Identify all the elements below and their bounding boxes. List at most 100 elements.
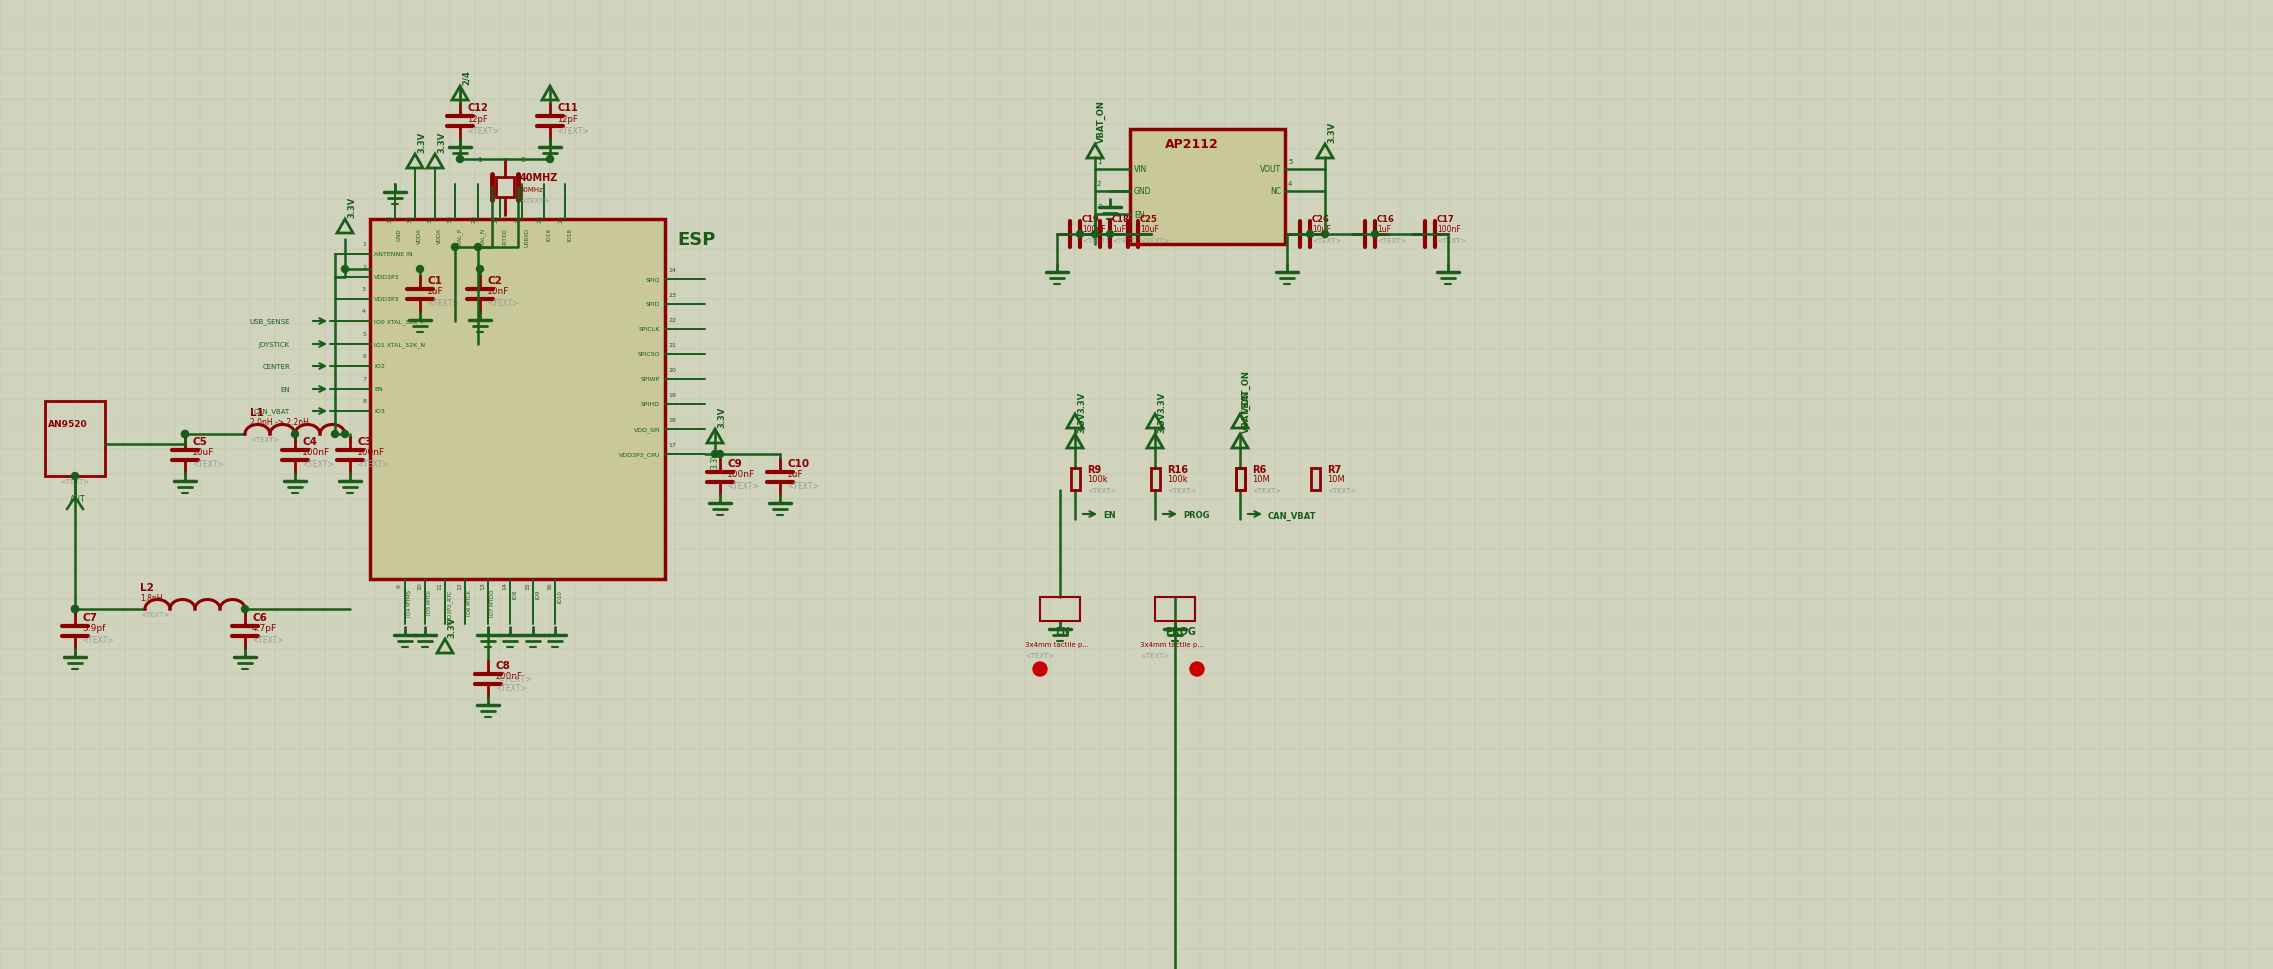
Bar [1041,597,1080,621]
Text: IO8: IO8 [511,589,516,599]
Text: C6: C6 [252,612,266,622]
Text: VBAT_ON: VBAT_ON [1241,370,1250,413]
Text: 3.3V: 3.3V [709,451,718,468]
Text: SPID: SPID [646,302,659,307]
Circle shape [332,431,339,438]
Text: 8: 8 [361,399,366,404]
Text: NC: NC [1271,187,1282,197]
Text: ANTENNE IN: ANTENNE IN [375,252,414,257]
Text: 3.3V: 3.3V [1077,411,1086,432]
Text: 19: 19 [668,393,675,398]
Text: 4.7pF: 4.7pF [252,624,277,633]
Text: 21: 21 [668,343,675,348]
Text: AN9520: AN9520 [48,421,89,429]
Text: 3: 3 [1098,203,1102,209]
Text: <TEXT>: <TEXT> [727,482,759,491]
Text: IO2: IO2 [375,364,384,369]
Text: C7: C7 [82,612,98,622]
Text: 3: 3 [521,157,525,163]
Text: <TEXT>: <TEXT> [82,636,114,644]
Text: SPIHD: SPIHD [641,402,659,407]
Text: 24: 24 [668,268,675,273]
Text: VIN: VIN [1134,166,1148,174]
Text: 2: 2 [1098,181,1102,187]
Circle shape [70,473,80,480]
Circle shape [1077,232,1084,238]
Text: 4: 4 [361,309,366,314]
Text: C11: C11 [557,103,577,112]
Text: 29: 29 [471,215,475,223]
Circle shape [70,606,80,612]
Text: 12: 12 [457,581,461,589]
Text: XTAL_P: XTAL_P [457,228,464,247]
Text: 11: 11 [436,581,441,589]
Text: <TEXT>: <TEXT> [496,684,527,693]
Text: 31: 31 [427,215,432,223]
Text: 5: 5 [1289,159,1293,165]
Text: VDD3P3: VDD3P3 [375,297,400,302]
Bar [1237,469,1246,490]
Text: C19: C19 [1082,214,1100,223]
Text: IO6 MTCK: IO6 MTCK [466,589,473,615]
Text: <TEXT>: <TEXT> [250,437,280,443]
Text: VDD3P3_CPU: VDD3P3_CPU [618,452,659,457]
Text: C16: C16 [1377,214,1396,223]
Text: VDD3P3_RTC: VDD3P3_RTC [448,589,452,625]
Text: L2: L2 [141,582,155,592]
Text: 3.3V: 3.3V [1157,411,1166,432]
Text: 100nF: 100nF [1082,225,1105,234]
Circle shape [182,431,189,438]
Text: 100nF: 100nF [727,470,755,479]
Text: USB_SENSE: USB_SENSE [250,318,291,325]
Text: VDDA: VDDA [416,228,423,243]
Text: C10: C10 [786,458,809,469]
Text: <TEXT>: <TEXT> [1327,487,1357,493]
Text: 3.3V: 3.3V [436,132,446,153]
Text: JOYSTICK: JOYSTICK [259,342,291,348]
Text: 4: 4 [1289,181,1293,187]
Text: 1uF: 1uF [786,470,805,479]
Text: <TEXT>: <TEXT> [1377,237,1407,244]
Circle shape [546,156,555,164]
Text: <TEXT>: <TEXT> [786,482,818,491]
Circle shape [341,431,348,438]
Text: 100nF: 100nF [1437,225,1462,234]
Text: 3.3V: 3.3V [416,132,425,153]
Circle shape [477,266,484,273]
Text: GND: GND [398,228,402,240]
Text: 12pF: 12pF [557,114,577,123]
Text: 33: 33 [389,215,393,223]
Text: 2: 2 [361,266,366,270]
Text: 9: 9 [398,583,402,587]
Circle shape [1371,232,1377,238]
Text: <TEXT>: <TEXT> [1166,487,1196,493]
Text: PROG: PROG [1166,626,1196,637]
Text: 10uF: 10uF [1141,225,1159,234]
Text: GND: GND [1134,187,1152,197]
Text: VBAT_ON: VBAT_ON [1098,100,1107,142]
Text: <TEXT>: <TEXT> [1025,652,1055,658]
Text: C1: C1 [427,276,441,286]
Text: 30: 30 [448,215,452,223]
Text: 3.9pf: 3.9pf [82,624,105,633]
Text: CAN_VBAT: CAN_VBAT [1268,511,1316,520]
Text: IO7 MTDO: IO7 MTDO [491,589,496,617]
Text: L1: L1 [250,408,264,418]
Text: 3: 3 [361,287,366,293]
Text: R9: R9 [1086,464,1100,475]
Text: SPICLK: SPICLK [639,328,659,332]
Text: VDD_SPI: VDD_SPI [634,426,659,432]
Bar [1130,130,1284,245]
Text: R16: R16 [1166,464,1189,475]
Circle shape [241,606,248,612]
Text: <TEXT>: <TEXT> [141,611,168,617]
Circle shape [1032,663,1048,676]
Circle shape [341,266,348,273]
Text: C12: C12 [466,103,489,112]
Text: 100nF: 100nF [496,672,523,681]
Text: CAN_VBAT: CAN_VBAT [255,408,291,415]
Bar [45,401,105,477]
Text: <TEXT>: <TEXT> [1252,487,1282,493]
Text: VBAT_ON: VBAT_ON [1241,390,1250,432]
Circle shape [1321,232,1327,238]
